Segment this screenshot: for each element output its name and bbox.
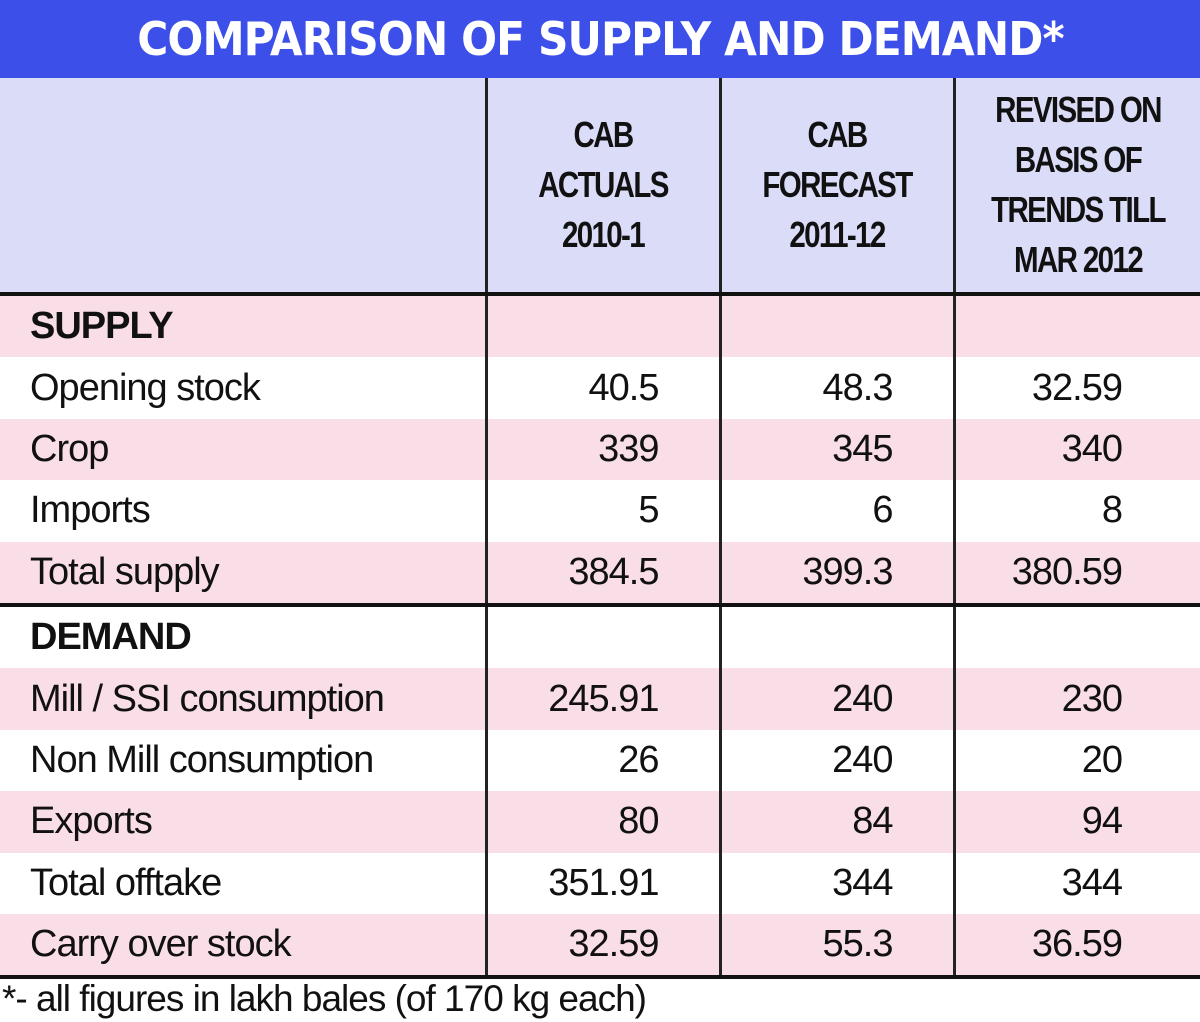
table-row: Total supply 384.5 399.3 380.59 xyxy=(0,541,1200,605)
table-cell: 230 xyxy=(952,668,1200,730)
row-label: Crop xyxy=(0,418,486,481)
table-cell: 380.59 xyxy=(952,541,1200,605)
table-row: Exports 80 84 94 xyxy=(0,791,1200,853)
empty-cell xyxy=(484,602,720,669)
row-label: Mill / SSI consumption xyxy=(0,668,486,730)
table-cell: 80 xyxy=(484,791,720,853)
table-cell: 245.91 xyxy=(484,668,720,730)
row-label: Total offtake xyxy=(0,852,486,914)
header-blank xyxy=(0,78,486,296)
row-label: Non Mill consumption xyxy=(0,729,486,792)
table-row: Crop 339 345 340 xyxy=(0,418,1200,481)
table-cell: 26 xyxy=(484,729,720,792)
empty-cell xyxy=(952,602,1200,669)
table-cell: 20 xyxy=(952,729,1200,792)
table-row: Mill / SSI consumption 245.91 240 230 xyxy=(0,668,1200,730)
table-cell: 8 xyxy=(952,480,1200,542)
supply-demand-table: CAB ACTUALS 2010-1 CAB FORECAST 2011-12 … xyxy=(0,78,1200,980)
table-cell: 384.5 xyxy=(484,541,720,605)
table-cell: 36.59 xyxy=(952,913,1200,980)
row-label: Carry over stock xyxy=(0,913,486,980)
header-row: CAB ACTUALS 2010-1 CAB FORECAST 2011-12 … xyxy=(0,78,1200,296)
table-row: Opening stock 40.5 48.3 32.59 xyxy=(0,357,1200,419)
table-cell: 40.5 xyxy=(484,357,720,419)
table-cell: 344 xyxy=(718,852,954,914)
column-header-line: MAR 2012 xyxy=(1013,239,1144,280)
table-cell: 340 xyxy=(952,418,1200,481)
chart-title: COMPARISON OF SUPPLY AND DEMAND* xyxy=(136,12,1064,66)
column-header: REVISED ON BASIS OF TRENDS TILL MAR 2012 xyxy=(952,78,1200,296)
table-cell: 240 xyxy=(718,729,954,792)
section-row-demand: DEMAND xyxy=(0,602,1200,669)
empty-cell xyxy=(718,294,954,358)
table-cell: 48.3 xyxy=(718,357,954,419)
table-cell: 240 xyxy=(718,668,954,730)
table-row: Total offtake 351.91 344 344 xyxy=(0,852,1200,914)
table-cell: 351.91 xyxy=(484,852,720,914)
row-label: Imports xyxy=(0,480,486,542)
table-cell: 399.3 xyxy=(718,541,954,605)
column-header-line: 2010-1 xyxy=(561,214,646,255)
title-bar: COMPARISON OF SUPPLY AND DEMAND* xyxy=(0,0,1200,78)
table-row: Carry over stock 32.59 55.3 36.59 xyxy=(0,913,1200,980)
table-cell: 32.59 xyxy=(952,357,1200,419)
row-label: Opening stock xyxy=(0,357,486,419)
column-header-line: CAB xyxy=(807,114,868,155)
table-cell: 5 xyxy=(484,480,720,542)
table-cell: 94 xyxy=(952,791,1200,853)
section-heading: DEMAND xyxy=(0,602,486,669)
footnote: *- all figures in lakh bales (of 170 kg … xyxy=(2,978,647,1019)
column-header-line: REVISED ON xyxy=(994,89,1162,130)
table-cell: 344 xyxy=(952,852,1200,914)
column-header-line: 2011-12 xyxy=(789,214,886,255)
column-header-line: CAB xyxy=(573,114,634,155)
table-cell: 345 xyxy=(718,418,954,481)
section-heading: SUPPLY xyxy=(0,294,486,358)
table-cell: 6 xyxy=(718,480,954,542)
column-header: CAB FORECAST 2011-12 xyxy=(718,78,954,296)
table-cell: 55.3 xyxy=(718,913,954,980)
column-header-line: TRENDS TILL xyxy=(990,189,1166,230)
table-cell: 339 xyxy=(484,418,720,481)
column-header-line: BASIS OF xyxy=(1014,139,1143,180)
row-label: Total supply xyxy=(0,541,486,605)
table-cell: 32.59 xyxy=(484,913,720,980)
table-row: Non Mill consumption 26 240 20 xyxy=(0,729,1200,792)
table-row: Imports 5 6 8 xyxy=(0,480,1200,542)
empty-cell xyxy=(952,294,1200,358)
table-cell: 84 xyxy=(718,791,954,853)
empty-cell xyxy=(718,602,954,669)
column-header-line: FORECAST xyxy=(762,164,913,205)
column-header-line: ACTUALS xyxy=(538,164,669,205)
column-header: CAB ACTUALS 2010-1 xyxy=(484,78,720,296)
section-row-supply: SUPPLY xyxy=(0,294,1200,358)
empty-cell xyxy=(484,294,720,358)
row-label: Exports xyxy=(0,791,486,853)
